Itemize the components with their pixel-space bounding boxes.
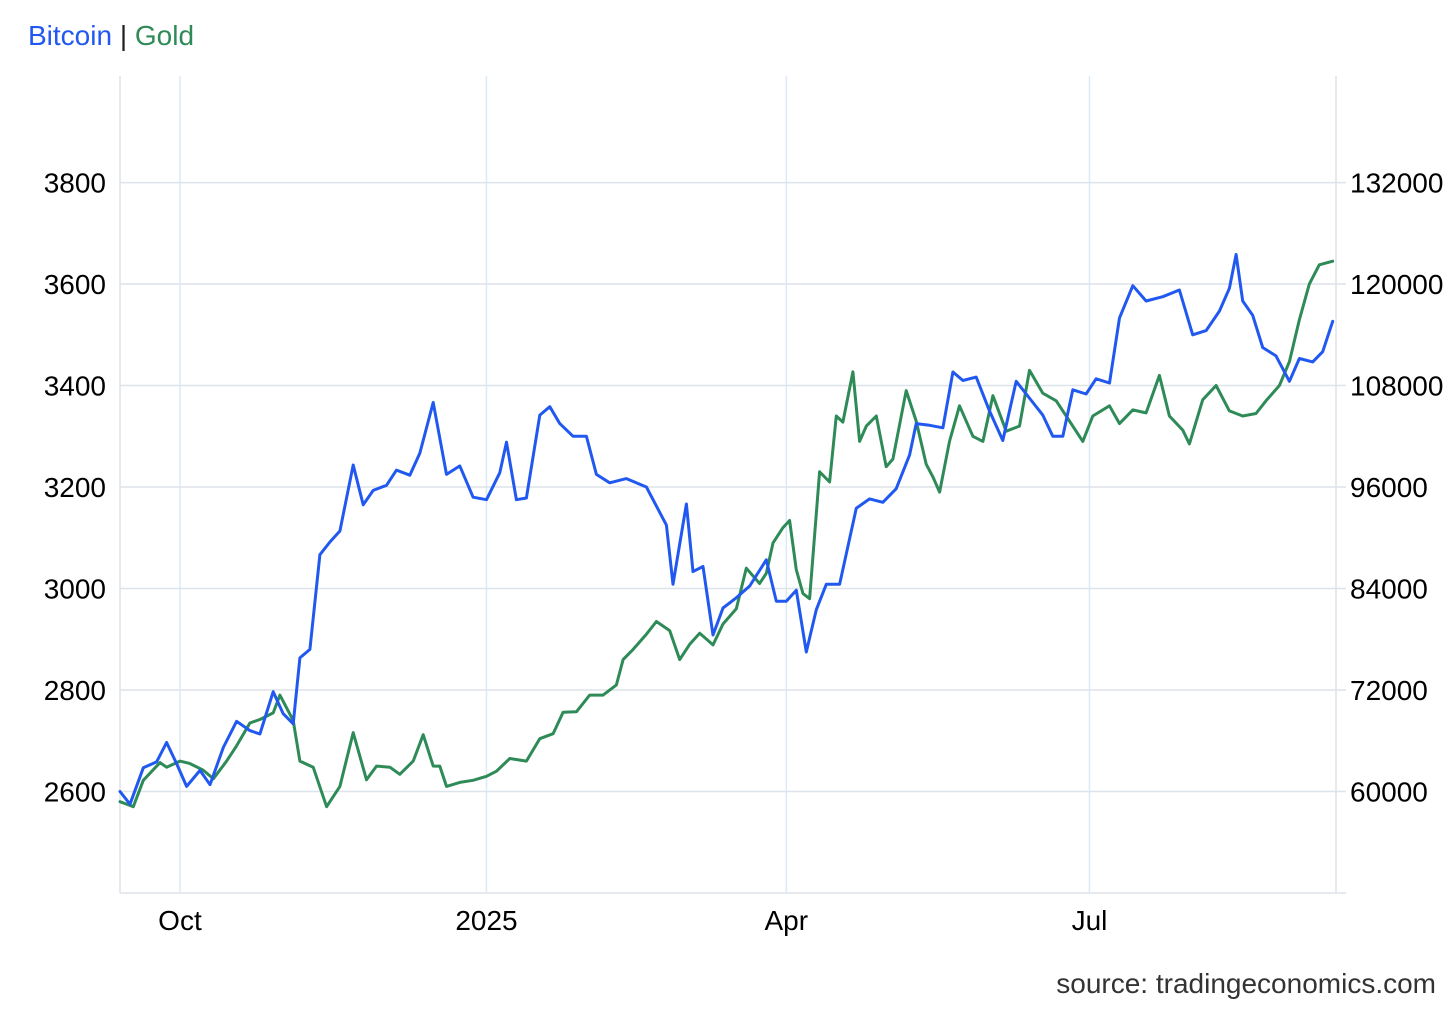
y-left-tick-label: 2800 xyxy=(44,675,106,706)
x-tick-label: 2025 xyxy=(455,905,517,936)
source-attribution[interactable]: source: tradingeconomics.com xyxy=(1056,968,1436,999)
legend-separator: | xyxy=(119,20,128,51)
y-right-tick-label: 72000 xyxy=(1350,675,1428,706)
y-left-tick-label: 3600 xyxy=(44,269,106,300)
y-right-tick-label: 108000 xyxy=(1350,371,1443,402)
vertical-gridlines xyxy=(179,76,1091,893)
legend-gold[interactable]: Gold xyxy=(134,20,195,51)
y-left-tick-label: 3800 xyxy=(44,168,106,199)
x-tick-label: Apr xyxy=(765,905,809,936)
series-line-gold[interactable] xyxy=(118,259,1335,809)
left-axis-ticks: 2600 2800 3000 3200 3400 3600 3800 xyxy=(44,168,106,808)
y-left-tick-label: 3400 xyxy=(44,371,106,402)
y-right-tick-label: 84000 xyxy=(1350,574,1428,605)
series-lines xyxy=(118,253,1335,809)
legend-bitcoin[interactable]: Bitcoin xyxy=(28,20,113,51)
y-right-tick-label: 60000 xyxy=(1350,777,1428,808)
y-left-tick-label: 2600 xyxy=(44,777,106,808)
horizontal-gridlines xyxy=(120,181,1346,793)
y-right-tick-label: 96000 xyxy=(1350,472,1428,503)
x-tick-label: Jul xyxy=(1072,905,1108,936)
x-tick-label: Oct xyxy=(158,905,202,936)
series-line-bitcoin[interactable] xyxy=(118,253,1335,806)
y-left-tick-label: 3000 xyxy=(44,574,106,605)
y-right-tick-label: 120000 xyxy=(1350,269,1443,300)
plot-frame xyxy=(119,76,1346,894)
right-axis-ticks: 60000 72000 84000 96000 108000 120000 132000 xyxy=(1350,168,1443,808)
chart-legend: Bitcoin | Gold xyxy=(28,20,194,52)
y-left-tick-label: 3200 xyxy=(44,472,106,503)
y-right-tick-label: 132000 xyxy=(1350,168,1443,199)
x-axis-ticks: Oct 2025 Apr Jul xyxy=(158,905,1107,936)
